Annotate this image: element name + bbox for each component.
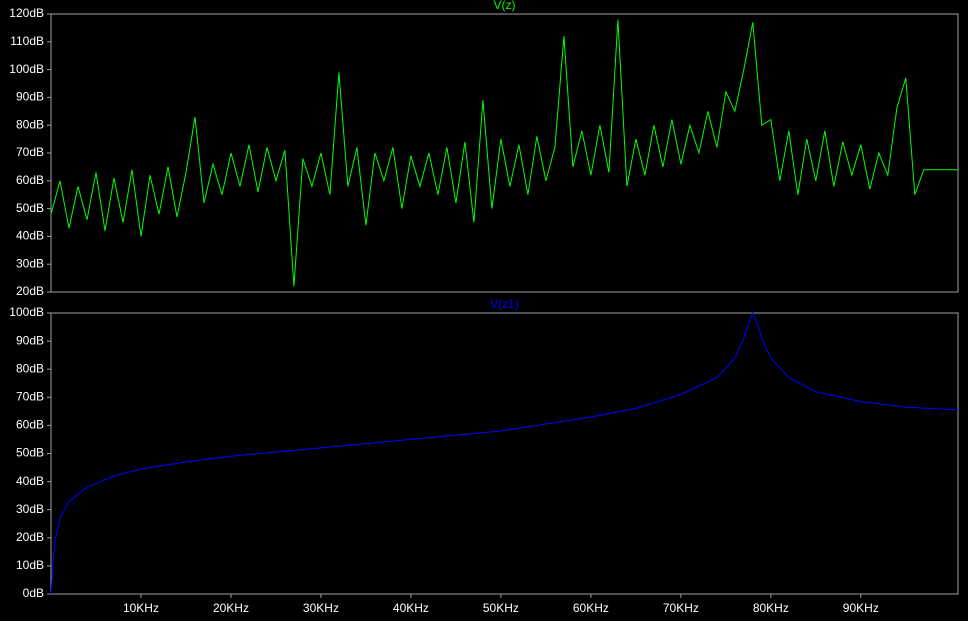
y-tick-label: 40dB [16,474,44,488]
x-tick-label: 40KHz [393,601,429,615]
y-tick-label: 40dB [16,229,44,243]
y-tick-label: 80dB [16,361,44,375]
y-tick-label: 120dB [9,6,44,20]
y-tick-label: 30dB [16,256,44,270]
y-tick-label: 20dB [16,530,44,544]
y-tick-label: 80dB [16,117,44,131]
y-tick-label: 100dB [9,305,44,319]
y-tick-label: 20dB [16,284,44,298]
signal-line [50,19,958,287]
x-tick-label: 20KHz [213,601,249,615]
signal-line [50,311,959,595]
y-tick-label: 10dB [16,558,44,572]
y-tick-label: 90dB [16,90,44,104]
y-tick-label: 60dB [16,418,44,432]
y-tick-label: 0dB [23,586,44,600]
x-tick-label: 30KHz [303,601,339,615]
x-tick-label: 80KHz [753,601,789,615]
x-tick-label: 50KHz [483,601,519,615]
plot-frame [50,312,959,595]
plot-title: V(z) [494,0,516,12]
y-tick-label: 100dB [9,62,44,76]
y-tick-label: 50dB [16,201,44,215]
x-tick-label: 70KHz [663,601,699,615]
y-tick-label: 30dB [16,502,44,516]
y-tick-label: 60dB [16,173,44,187]
y-tick-label: 50dB [16,446,44,460]
y-tick-label: 70dB [16,145,44,159]
x-tick-label: 60KHz [573,601,609,615]
x-tick-label: 10KHz [123,601,159,615]
plot-frame [50,13,959,293]
plot-title: V(z1) [490,297,519,311]
y-tick-label: 70dB [16,389,44,403]
y-tick-label: 90dB [16,333,44,347]
x-tick-label: 90KHz [843,601,879,615]
y-tick-label: 110dB [10,34,44,48]
